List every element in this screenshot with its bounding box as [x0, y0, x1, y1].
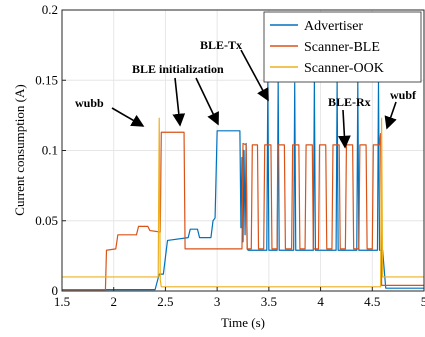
x-tick-label: 3 — [214, 294, 221, 309]
y-tick-label: 0.05 — [35, 213, 58, 228]
x-tick-label: 1.5 — [54, 294, 70, 309]
annotation-wubb: wubb — [75, 96, 104, 110]
x-tick-label: 2.5 — [157, 294, 173, 309]
annotation-ble-tx: BLE-Tx — [200, 38, 242, 52]
legend: Advertiser Scanner-BLE Scanner-OOK — [263, 11, 422, 83]
legend-box — [263, 11, 422, 83]
annotation-wubf: wubf — [390, 88, 417, 102]
y-tick-label: 0 — [52, 283, 59, 298]
annotation-ble-initialization: BLE initialization — [132, 62, 224, 76]
x-axis-label: Time (s) — [221, 315, 265, 330]
y-tick-label: 0.2 — [42, 2, 58, 17]
annotation-ble-init-arrow-1 — [172, 77, 186, 127]
series-line-advertiser — [62, 79, 424, 291]
legend-label: Advertiser — [304, 19, 363, 34]
x-tick-label: 4 — [317, 294, 324, 309]
y-axis-label: Current consumption (A) — [12, 84, 27, 215]
annotation-wubf-arrow — [384, 101, 397, 130]
annotation-wubb-arrow — [111, 107, 145, 127]
x-tick-label: 4.5 — [364, 294, 380, 309]
annotations: wubb BLE initialization BLE-Tx BLE-Rx wu… — [75, 38, 417, 149]
legend-label: Scanner-BLE — [304, 40, 380, 55]
legend-label: Scanner-OOK — [304, 61, 384, 76]
series-line-scanner-ook — [62, 117, 424, 288]
annotation-ble-rx-arrow — [338, 109, 351, 149]
x-tick-label: 2 — [110, 294, 117, 309]
annotation-ble-init-arrow-2 — [195, 77, 219, 126]
x-tick-label: 5 — [421, 294, 425, 309]
y-tick-label: 0.1 — [42, 143, 58, 158]
series-layer — [62, 79, 424, 291]
tick-labels: 1.5 2 2.5 3 3.5 4 4.5 5 0 0.05 0.1 0.15 0.2 — [35, 2, 425, 309]
annotation-ble-rx: BLE-Rx — [328, 95, 371, 109]
x-tick-label: 3.5 — [261, 294, 277, 309]
y-tick-label: 0.15 — [35, 72, 58, 87]
series-line-scanner-ble — [62, 131, 424, 291]
annotation-ble-tx-arrow — [240, 49, 269, 102]
